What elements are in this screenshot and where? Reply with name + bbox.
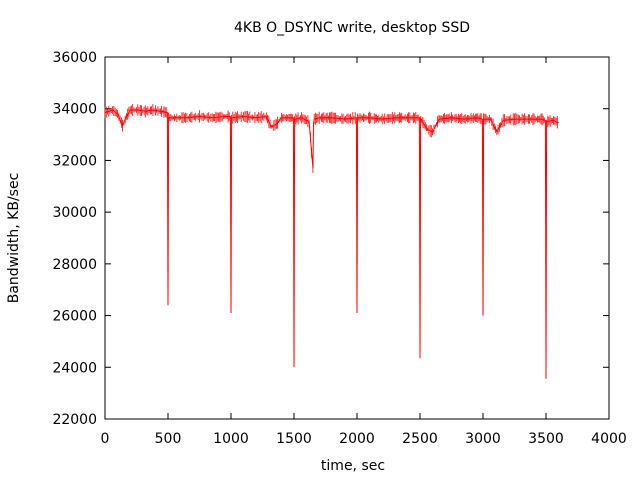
y-tick-label: 32000 [52,153,97,169]
series-noise-band [104,104,558,173]
x-tick-label: 3500 [528,431,564,447]
x-tick-label: 3000 [465,431,501,447]
y-axis-title: Bandwidth, KB/sec [6,173,22,304]
y-tick-label: 28000 [52,257,97,273]
x-tick-label: 4000 [591,431,627,447]
x-tick-label: 1000 [213,431,249,447]
y-tick-label: 36000 [52,50,97,66]
x-axis: 0 500 1000 1500 2000 2500 3000 3500 4000 [101,57,627,447]
series-layer [104,104,559,379]
y-tick-label: 24000 [52,360,97,376]
x-tick-label: 2000 [339,431,375,447]
x-tick-label: 500 [155,431,182,447]
y-axis: 22000 24000 26000 28000 30000 32000 34000 36000 [52,50,609,428]
x-axis-title: time, sec [321,458,385,474]
y-tick-label: 30000 [52,205,97,221]
x-tick-label: 0 [101,431,110,447]
y-tick-label: 34000 [52,102,97,118]
y-tick-label: 26000 [52,309,97,325]
x-tick-label: 2500 [402,431,438,447]
x-tick-label: 1500 [276,431,312,447]
chart-title: 4KB O_DSYNC write, desktop SSD [234,20,470,36]
series-line [104,109,559,379]
y-tick-label: 22000 [52,412,97,428]
